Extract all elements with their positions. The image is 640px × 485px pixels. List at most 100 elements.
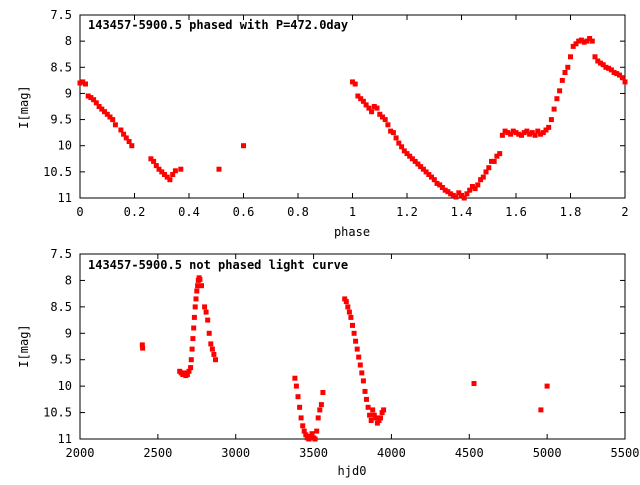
unphased-data-point bbox=[193, 296, 199, 302]
phased-data-point bbox=[469, 184, 475, 189]
phased-data-point bbox=[614, 71, 620, 77]
phased-data-point bbox=[407, 153, 413, 159]
phased-data-point bbox=[573, 41, 579, 47]
phased-data-point bbox=[524, 128, 530, 134]
unphased-data-point bbox=[314, 428, 320, 434]
unphased-data-point bbox=[295, 394, 301, 400]
phased-data-point bbox=[453, 194, 459, 200]
phased-data-point bbox=[412, 158, 418, 164]
phased-x-tick-label: 1.2 bbox=[396, 205, 418, 219]
phased-data-point bbox=[83, 81, 88, 87]
phased-y-tick-label: 8.5 bbox=[50, 60, 72, 74]
unphased-data-points bbox=[139, 275, 550, 442]
unphased-data-point bbox=[312, 436, 318, 442]
phased-data-point bbox=[442, 187, 448, 193]
phased-data-point bbox=[390, 130, 396, 136]
phased-data-point bbox=[499, 132, 505, 138]
phased-data-point bbox=[437, 182, 443, 188]
unphased-y-tick-label: 8.5 bbox=[50, 300, 72, 314]
unphased-x-tick-label: 5500 bbox=[611, 446, 640, 460]
unphased-x-tick-label: 5000 bbox=[533, 446, 562, 460]
phased-data-point bbox=[562, 70, 568, 75]
phased-y-tick-label: 7.5 bbox=[50, 8, 72, 22]
unphased-y-tick-label: 9.5 bbox=[50, 353, 72, 367]
phased-data-point bbox=[164, 174, 170, 180]
phased-data-point bbox=[156, 166, 162, 172]
unphased-data-point bbox=[317, 407, 323, 413]
phased-y-tick-label: 8 bbox=[65, 34, 72, 48]
phased-x-tick-label: 2 bbox=[621, 205, 628, 219]
phased-data-point bbox=[358, 96, 364, 102]
phased-data-point bbox=[548, 117, 554, 123]
phased-data-point bbox=[355, 93, 361, 99]
unphased-data-point bbox=[191, 314, 197, 320]
unphased-data-point bbox=[195, 283, 201, 289]
phased-data-point bbox=[129, 143, 135, 149]
phased-data-point bbox=[350, 79, 355, 85]
phased-data-point bbox=[551, 106, 557, 112]
phased-data-point bbox=[85, 93, 91, 99]
phased-data-point bbox=[508, 131, 514, 137]
phased-data-point bbox=[366, 105, 372, 111]
phased-data-point bbox=[480, 174, 486, 180]
unphased-data-point bbox=[357, 362, 363, 368]
phased-y-tick-label: 9 bbox=[65, 86, 72, 100]
phased-x-tick-label: 1.8 bbox=[560, 205, 582, 219]
unphased-y-tick-label: 8 bbox=[65, 273, 72, 287]
unphased-y-tick-label: 7.5 bbox=[50, 247, 72, 261]
phased-data-point bbox=[543, 127, 549, 133]
unphased-data-point bbox=[298, 415, 304, 421]
phased-data-point bbox=[494, 153, 500, 159]
phased-data-point bbox=[557, 88, 563, 94]
unphased-data-point bbox=[208, 341, 214, 347]
phased-data-point bbox=[619, 75, 625, 81]
phased-data-point bbox=[121, 131, 127, 137]
unphased-data-point bbox=[318, 402, 324, 408]
phased-data-point bbox=[532, 132, 538, 138]
phased-data-point bbox=[374, 105, 380, 111]
phased-data-point bbox=[241, 143, 246, 149]
phased-data-point bbox=[540, 130, 546, 136]
phased-data-point bbox=[516, 131, 522, 137]
phased-data-point bbox=[505, 130, 511, 136]
unphased-data-point bbox=[140, 345, 146, 351]
phased-data-point bbox=[388, 128, 394, 134]
unphased-data-point bbox=[538, 407, 544, 413]
unphased-x-tick-label: 4000 bbox=[377, 446, 406, 460]
phased-data-point bbox=[107, 114, 113, 120]
phased-data-point bbox=[554, 96, 560, 102]
unphased-y-tick-label: 11 bbox=[58, 432, 72, 446]
phased-data-point bbox=[464, 191, 470, 197]
unphased-data-point bbox=[350, 322, 355, 328]
phased-x-tick-label: 0 bbox=[76, 205, 83, 219]
phased-data-point bbox=[399, 144, 405, 150]
phased-data-point bbox=[88, 95, 94, 101]
unphased-data-point bbox=[359, 370, 365, 376]
phased-data-point bbox=[608, 67, 614, 73]
phased-data-point bbox=[589, 38, 595, 44]
unphased-x-tick-label: 2000 bbox=[66, 446, 95, 460]
phased-data-point bbox=[475, 182, 481, 188]
phased-data-point bbox=[486, 165, 492, 171]
unphased-data-point bbox=[381, 407, 387, 413]
unphased-x-tick-label: 3000 bbox=[221, 446, 250, 460]
phased-data-point bbox=[360, 98, 366, 104]
phased-data-point bbox=[529, 130, 535, 136]
unphased-data-point bbox=[190, 336, 196, 342]
phased-data-point bbox=[513, 130, 519, 136]
unphased-data-point bbox=[202, 304, 208, 310]
phased-data-point bbox=[178, 166, 184, 172]
phased-data-point bbox=[497, 151, 503, 157]
phased-y-axis-label: I[mag] bbox=[17, 85, 31, 128]
unphased-data-point bbox=[544, 383, 550, 389]
unphased-data-point bbox=[303, 432, 309, 438]
phased-data-point bbox=[371, 104, 377, 109]
phased-data-point bbox=[369, 109, 375, 115]
unphased-data-point bbox=[309, 431, 315, 437]
unphased-plot-frame bbox=[79, 253, 626, 440]
phased-data-point bbox=[216, 166, 222, 172]
phased-data-point bbox=[565, 64, 571, 70]
unphased-data-point bbox=[360, 378, 366, 384]
phased-data-point bbox=[584, 38, 590, 44]
